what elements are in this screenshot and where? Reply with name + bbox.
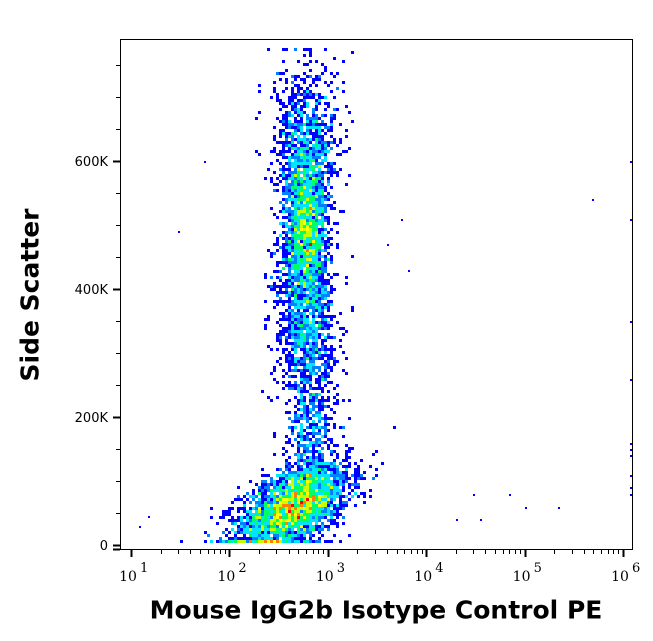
svg-text:1: 1 xyxy=(140,561,148,576)
svg-text:6: 6 xyxy=(632,561,640,576)
x-tick-label: 101 xyxy=(119,561,148,585)
y-axis-label: Side Scatter xyxy=(15,208,45,382)
svg-text:10: 10 xyxy=(513,569,531,585)
x-tick-label: 105 xyxy=(513,561,542,585)
x-tick-label: 103 xyxy=(316,561,345,585)
x-tick-label: 102 xyxy=(217,561,246,585)
y-tick-label: 400K xyxy=(75,283,109,298)
x-tick-label: 106 xyxy=(611,561,640,585)
plot-frame xyxy=(120,39,633,550)
data-points xyxy=(139,48,632,543)
svg-text:10: 10 xyxy=(119,569,137,585)
svg-text:10: 10 xyxy=(611,569,629,585)
y-tick-label: 0 xyxy=(100,539,108,554)
x-tick-label: 104 xyxy=(414,561,443,585)
svg-text:10: 10 xyxy=(217,569,235,585)
y-axis: 0 200K 400K 600K xyxy=(75,65,120,554)
svg-text:2: 2 xyxy=(238,561,246,576)
y-tick-label: 600K xyxy=(75,155,109,170)
svg-text:5: 5 xyxy=(534,561,542,576)
y-tick-label: 200K xyxy=(75,411,109,426)
svg-text:10: 10 xyxy=(316,569,334,585)
svg-text:4: 4 xyxy=(435,561,443,576)
svg-text:3: 3 xyxy=(337,561,345,576)
x-axis-label: Mouse IgG2b Isotype Control PE xyxy=(149,595,603,625)
svg-text:10: 10 xyxy=(414,569,432,585)
